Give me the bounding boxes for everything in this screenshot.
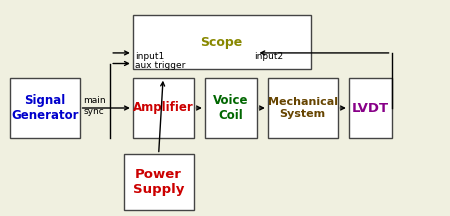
Text: Voice
Coil: Voice Coil [213,94,248,122]
FancyBboxPatch shape [205,78,256,138]
Text: Mechanical
System: Mechanical System [268,97,338,119]
Text: Scope: Scope [201,36,243,49]
FancyBboxPatch shape [133,78,194,138]
FancyBboxPatch shape [10,78,80,138]
Text: input1: input1 [135,52,164,61]
Text: LVDT: LVDT [351,102,389,114]
Text: Amplifier: Amplifier [133,102,194,114]
FancyBboxPatch shape [268,78,338,138]
FancyBboxPatch shape [124,154,194,210]
Text: main: main [83,96,106,105]
Text: input2: input2 [254,52,284,61]
Text: sync: sync [83,107,104,116]
Text: Power
Supply: Power Supply [133,168,184,196]
FancyBboxPatch shape [349,78,392,138]
Text: aux trigger: aux trigger [135,61,185,70]
FancyBboxPatch shape [133,15,310,69]
Text: Signal
Generator: Signal Generator [11,94,79,122]
